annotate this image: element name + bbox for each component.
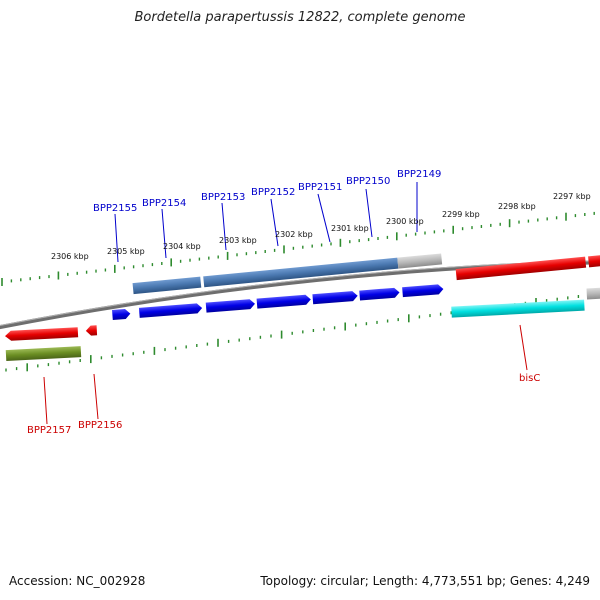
kbp-label: 2305 kbp bbox=[107, 247, 145, 256]
gene-label-BPP2155[interactable]: BPP2155 bbox=[93, 203, 137, 214]
kbp-label: 2306 kbp bbox=[51, 252, 89, 261]
connector-BPP2154 bbox=[161, 208, 167, 259]
gene-arrow-BPP2154[interactable] bbox=[138, 303, 203, 318]
cds-segment-right-red-2[interactable] bbox=[588, 254, 600, 268]
connector-BPP2157 bbox=[43, 376, 48, 425]
kbp-label: 2299 kbp bbox=[442, 210, 480, 219]
connector-BPP2151 bbox=[317, 193, 331, 243]
gene-arrow-BPP2150[interactable] bbox=[359, 287, 400, 301]
connector-BPP2153 bbox=[221, 202, 227, 251]
gene-arrow-BPP2152[interactable] bbox=[256, 294, 312, 309]
kbp-label: 2298 kbp bbox=[498, 202, 536, 211]
gene-label-BPP2152[interactable]: BPP2152 bbox=[251, 187, 295, 198]
cds-segment-olive[interactable] bbox=[5, 346, 82, 362]
kbp-label-group: 2306 kbp 2305 kbp 2304 kbp 2303 kbp 2302 kbp… bbox=[51, 192, 591, 261]
gene-label-BPP2150[interactable]: BPP2150 bbox=[346, 176, 390, 187]
gene-label-bisC[interactable]: bisC bbox=[519, 373, 540, 384]
kbp-label: 2297 kbp bbox=[553, 192, 591, 201]
connector-BPP2156 bbox=[93, 373, 99, 420]
gene-label-connectors bbox=[43, 182, 528, 425]
gene-label-BPP2151[interactable]: BPP2151 bbox=[298, 182, 342, 193]
kbp-label: 2302 kbp bbox=[275, 230, 313, 239]
kbp-label: 2304 kbp bbox=[163, 242, 201, 251]
gene-label-group: BPP2155 BPP2154 BPP2153 BPP2152 BPP2151 … bbox=[27, 169, 540, 436]
gene-reverse-left bbox=[5, 325, 98, 362]
cds-segment-cyan[interactable] bbox=[451, 299, 585, 318]
gene-label-BPP2154[interactable]: BPP2154 bbox=[142, 198, 186, 209]
connector-BPP2152 bbox=[270, 198, 279, 247]
connector-BPP2155 bbox=[114, 213, 119, 263]
gene-label-BPP2149[interactable]: BPP2149 bbox=[397, 169, 441, 180]
cds-segment[interactable] bbox=[203, 257, 399, 288]
gene-label-BPP2157[interactable]: BPP2157 bbox=[27, 425, 71, 436]
gene-arrow-BPP2156[interactable] bbox=[85, 325, 98, 336]
genome-summary-label: Topology: circular; Length: 4,773,551 bp… bbox=[260, 574, 590, 588]
cds-segment-grey-right[interactable] bbox=[586, 287, 600, 300]
kbp-label: 2301 kbp bbox=[331, 224, 369, 233]
cds-segment[interactable] bbox=[132, 276, 202, 295]
accession-label: Accession: NC_002928 bbox=[9, 574, 146, 588]
connector-BPP2150 bbox=[365, 188, 373, 238]
gene-forward-row bbox=[112, 284, 444, 320]
outer-tick-row bbox=[1, 211, 595, 286]
gene-label-BPP2156[interactable]: BPP2156 bbox=[78, 420, 122, 431]
inner-tick-row bbox=[5, 293, 590, 372]
gene-arrow-BPP2149[interactable] bbox=[402, 284, 444, 298]
kbp-label: 2300 kbp bbox=[386, 217, 424, 226]
gene-arrow-BPP2155[interactable] bbox=[112, 309, 131, 320]
gene-arrow-BPP2153[interactable] bbox=[205, 299, 256, 313]
cds-upper-row bbox=[132, 253, 600, 295]
cds-segment-right-red[interactable] bbox=[455, 256, 587, 281]
cds-lower-right bbox=[451, 287, 600, 318]
gene-arrow-BPP2151[interactable] bbox=[312, 291, 358, 305]
kbp-label: 2303 kbp bbox=[219, 236, 257, 245]
connector-bisC bbox=[519, 324, 528, 371]
gene-arrow-BPP2157[interactable] bbox=[5, 327, 79, 341]
gene-label-BPP2153[interactable]: BPP2153 bbox=[201, 192, 245, 203]
map-title: Bordetella parapertussis 12822, complete… bbox=[134, 10, 466, 25]
cds-segment-pseudo[interactable] bbox=[397, 253, 443, 269]
